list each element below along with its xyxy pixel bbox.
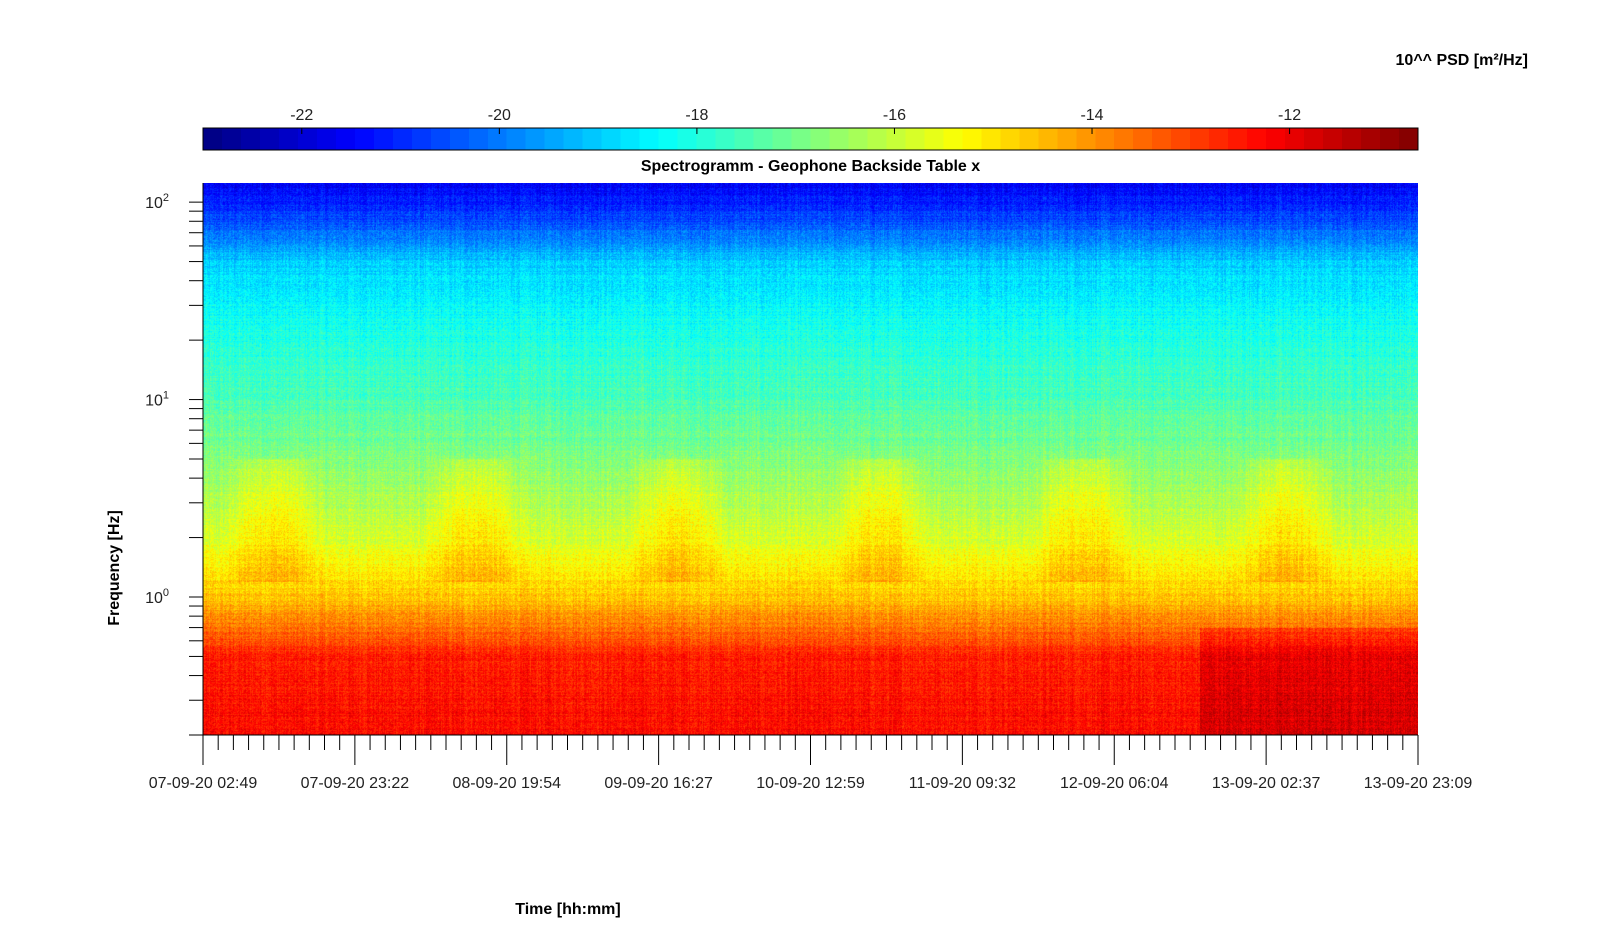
colorbar-tick-label: -14 — [1080, 107, 1103, 124]
colorbar-frame — [202, 127, 1419, 151]
colorbar-tick-label: -20 — [488, 107, 511, 124]
colorbar-label: 10^^ PSD [m²/Hz] — [1395, 52, 1528, 69]
x-axis-label: Time [hh:mm] — [515, 901, 621, 918]
x-tick-label: 10-09-20 12:59 — [756, 775, 865, 792]
x-tick-label: 08-09-20 19:54 — [452, 775, 561, 792]
colorbar-tick-label: -22 — [290, 107, 313, 124]
x-axis: 07-09-20 02:49 07-09-20 23:22 08-09-20 19:… — [149, 734, 1473, 792]
x-tick-label: 13-09-20 02:37 — [1212, 775, 1321, 792]
x-tick-label: 11-09-20 09:32 — [909, 775, 1016, 792]
colorbar — [203, 128, 1418, 150]
x-tick-label: 07-09-20 02:49 — [149, 775, 258, 792]
chart-title: Spectrogramm - Geophone Backside Table x — [640, 158, 981, 175]
y-axis: 100 101 102 — [145, 183, 204, 736]
spectrogram-heatmap — [203, 183, 1418, 735]
colorbar-ticks: -22 -20 -18 -16 -14 -12 — [290, 107, 1301, 134]
y-tick-label: 102 — [145, 192, 169, 212]
x-tick-label: 09-09-20 16:27 — [604, 775, 713, 792]
x-tick-label: 13-09-20 23:09 — [1364, 775, 1473, 792]
y-tick-label: 100 — [145, 587, 169, 607]
colorbar-tick-label: -16 — [883, 107, 906, 124]
y-axis-label: Frequency [Hz] — [106, 510, 123, 626]
x-tick-label: 12-09-20 06:04 — [1060, 775, 1169, 792]
x-tick-label: 07-09-20 23:22 — [301, 775, 410, 792]
colorbar-tick-label: -12 — [1278, 107, 1301, 124]
colorbar-tick-label: -18 — [685, 107, 708, 124]
y-tick-label: 101 — [145, 390, 169, 410]
